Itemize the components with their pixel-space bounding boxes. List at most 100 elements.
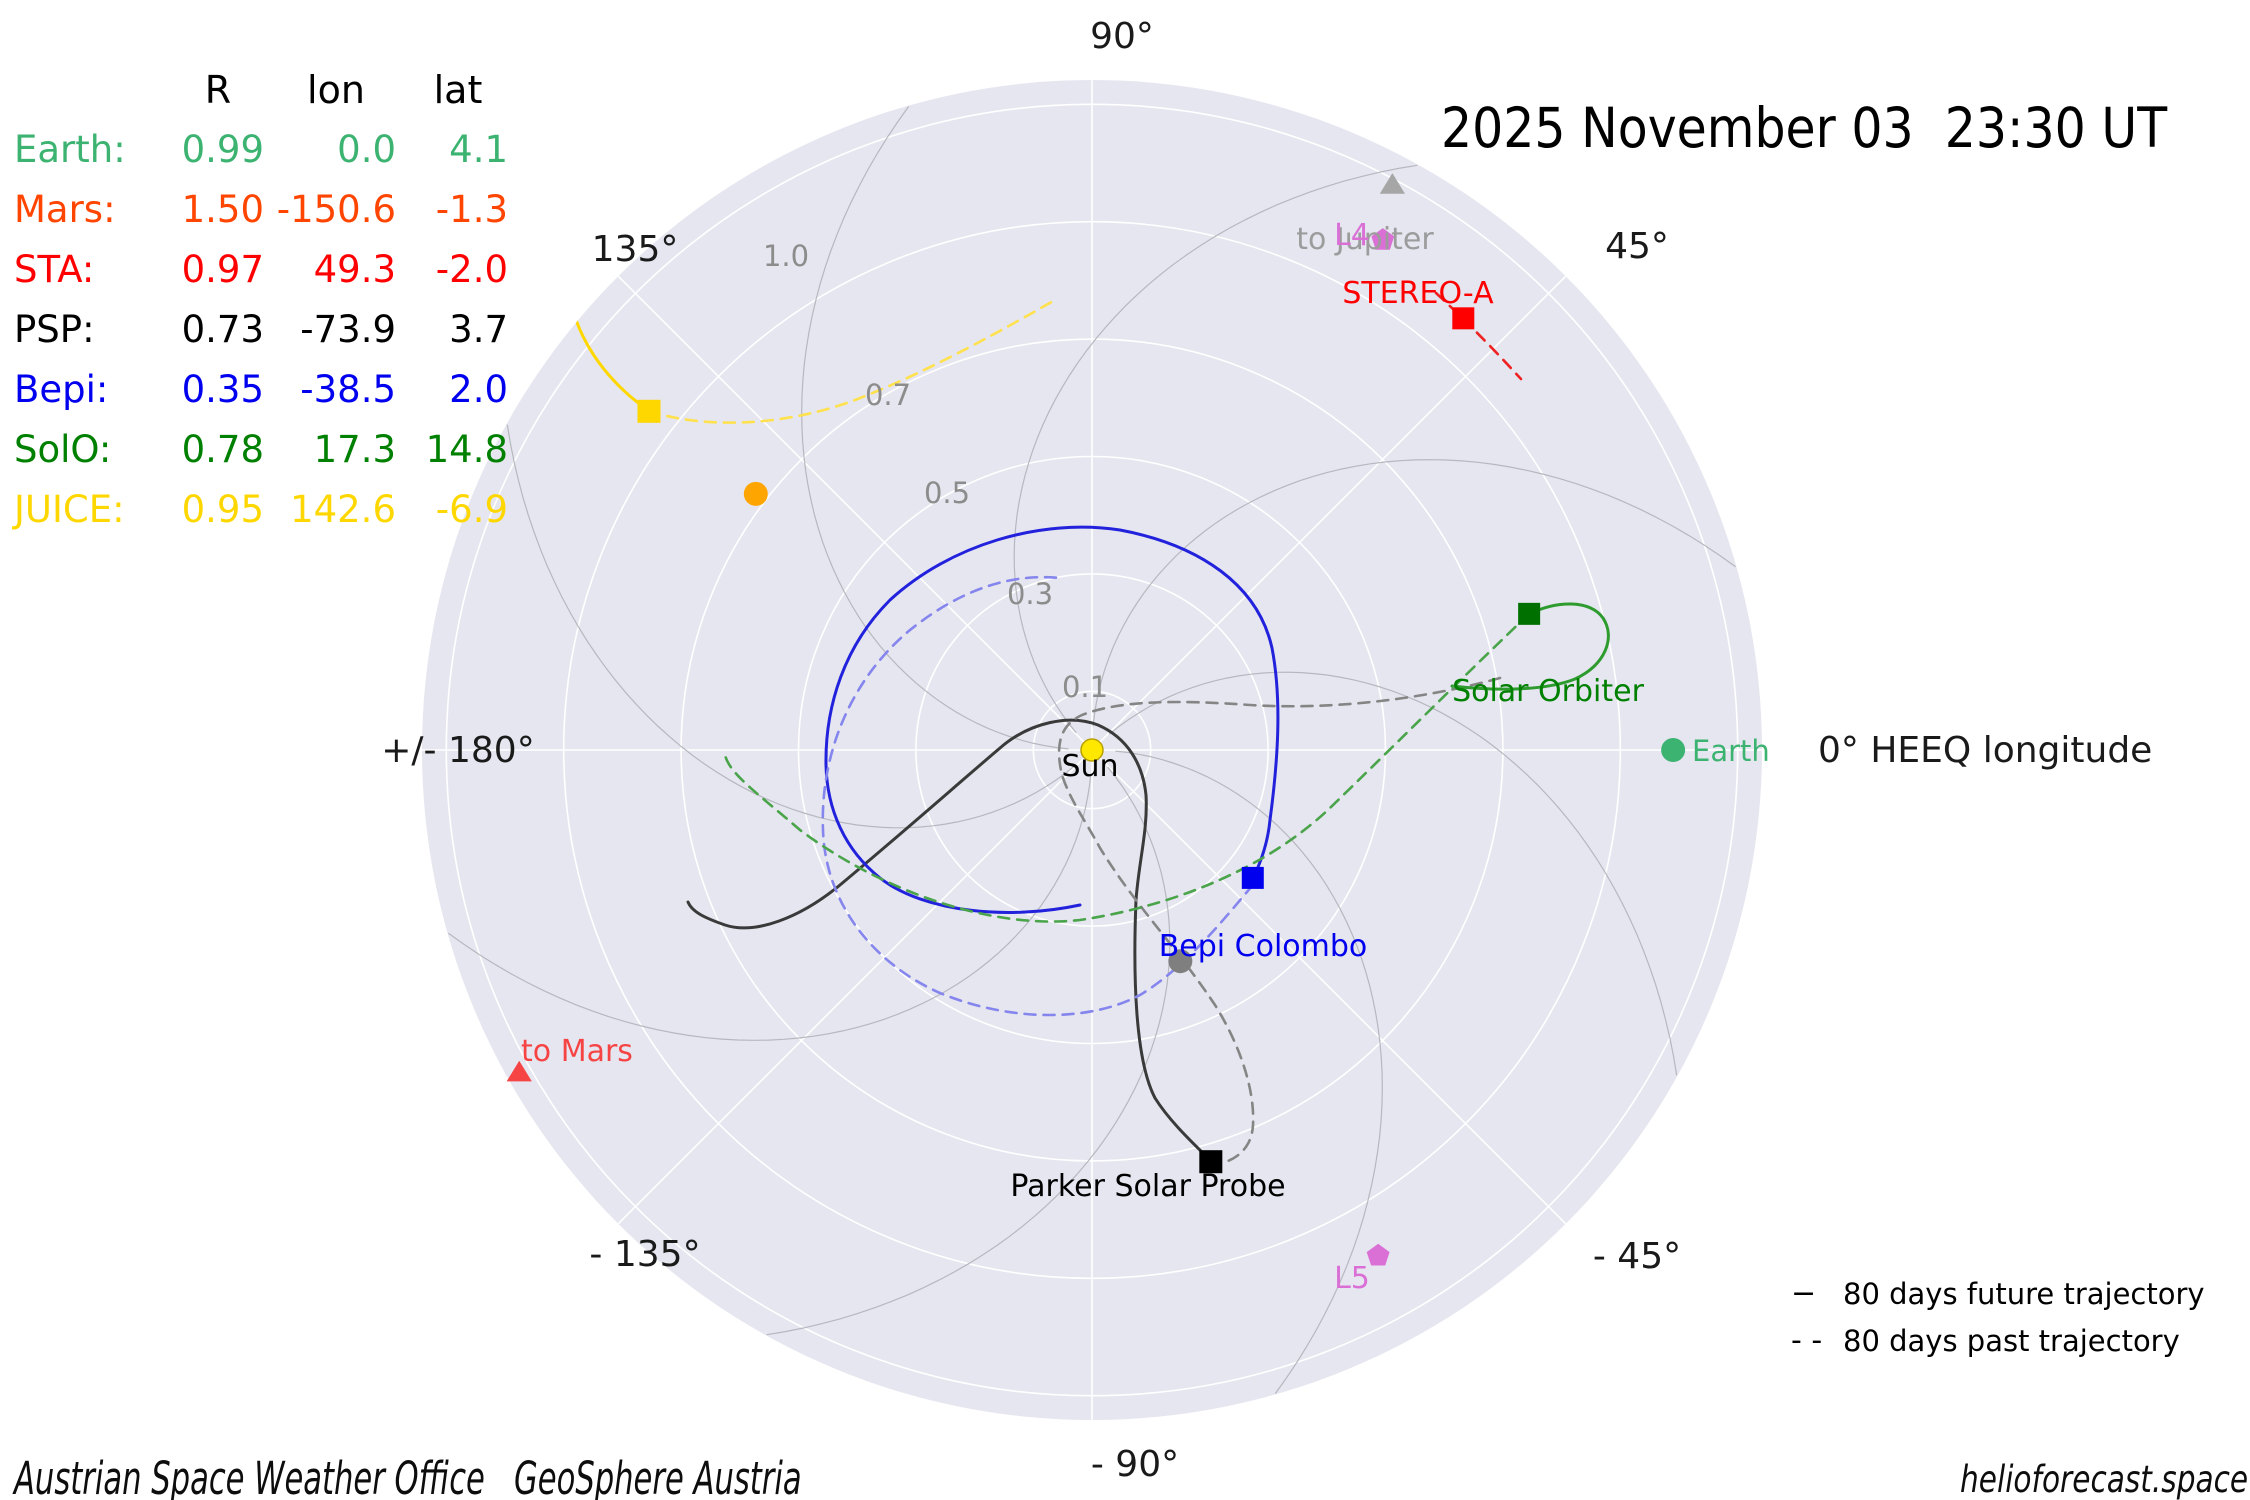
sun-marker: [1080, 738, 1104, 762]
table-cell-lon: 142.6: [290, 488, 396, 531]
parker-spiral: [1108, 671, 1678, 1076]
psp-future-trajectory: [686, 718, 1213, 1163]
legend-future-label: 80 days future trajectory: [1843, 1276, 2205, 1311]
plot-grid-group: [422, 80, 1762, 1420]
date-label: 2025 November 03 23:30 UT: [1441, 96, 2168, 160]
grid-spoke: [617, 275, 1093, 751]
radius-tick-label: 0.1: [1062, 670, 1108, 704]
table-row-label: JUICE:: [14, 488, 125, 531]
table-row-label: Bepi:: [14, 368, 109, 411]
radius-tick-label: 1.0: [763, 239, 809, 273]
l4-label: L4: [1334, 218, 1370, 253]
parker-spiral: [1115, 750, 1383, 1394]
table-cell-lon: -73.9: [300, 308, 396, 351]
table-cell-lon: 17.3: [313, 428, 396, 471]
to-jupiter-label: to Jupiter: [1296, 222, 1434, 257]
to-jupiter-marker: [1379, 173, 1405, 194]
parker-spiral: [506, 424, 1076, 829]
table-cell-lat: 3.7: [449, 308, 508, 351]
table-row-label: SolO:: [14, 428, 112, 471]
angle-tick-label: 45°: [1605, 226, 1669, 267]
radius-tick-label: 0.7: [865, 378, 911, 412]
table-cell-lat: 4.1: [449, 128, 508, 171]
grid-spoke: [1091, 749, 1567, 1225]
psp-label: Parker Solar Probe: [1010, 1169, 1285, 1204]
parker-spiral: [801, 106, 1069, 750]
table-row-label: PSP:: [14, 308, 95, 351]
angle-tick-label: - 135°: [589, 1234, 700, 1275]
angle-tick-label: 0° HEEQ longitude: [1818, 730, 2152, 771]
parker-spiral: [1013, 164, 1418, 734]
l5-label: L5: [1334, 1261, 1370, 1296]
bepi-past-trajectory: [821, 575, 1255, 1017]
angle-tick-label: - 45°: [1593, 1236, 1681, 1277]
table-cell-lat: -2.0: [435, 248, 508, 291]
earth-marker: [1661, 738, 1686, 762]
psp-past-trajectory: [1057, 676, 1502, 1165]
stereo-a-marker: [1452, 307, 1475, 330]
table-cell-lon: -150.6: [276, 188, 396, 231]
mercury-marker: [1168, 949, 1193, 974]
table-row-label: Earth:: [14, 128, 126, 171]
column-header-lat: lat: [433, 68, 483, 112]
table-cell-r: 0.78: [181, 428, 264, 471]
table-cell-r: 0.99: [181, 128, 264, 171]
solo-past-trajectory: [723, 612, 1531, 923]
legend-past-label: 80 days past trajectory: [1843, 1323, 2180, 1358]
l5-marker: [1366, 1243, 1390, 1266]
angle-tick-label: 90°: [1090, 16, 1154, 57]
dashed-line-icon: - -: [1791, 1323, 1823, 1358]
table-row-label: Mars:: [14, 188, 116, 231]
parker-spiral: [448, 773, 1092, 1041]
grid-spoke: [617, 749, 1093, 1225]
solo-future-trajectory: [1450, 602, 1610, 691]
parker-spiral: [1092, 459, 1736, 727]
angle-tick-label: - 90°: [1091, 1444, 1179, 1485]
solar-orbiter-label: Solar Orbiter: [1452, 674, 1645, 709]
bepi-colombo-label: Bepi Colombo: [1159, 929, 1368, 964]
table-cell-r: 1.50: [181, 188, 264, 231]
earth-label: Earth: [1692, 734, 1770, 768]
grid-spoke: [1091, 275, 1567, 751]
table-cell-lat: -1.3: [435, 188, 508, 231]
angle-tick-label: +/- 180°: [381, 730, 534, 771]
column-header-lon: lon: [307, 68, 365, 112]
legend-row-future: − 80 days future trajectory: [1791, 1270, 2205, 1317]
solar-orbiter-marker: [1518, 602, 1541, 625]
juice-marker: [637, 399, 661, 423]
sun-label: Sun: [1061, 749, 1118, 784]
radius-tick-label: 0.3: [1007, 577, 1053, 611]
to-mars-label: to Mars: [521, 1034, 633, 1069]
bepi-colombo-marker: [1241, 866, 1264, 889]
organization-credit: Austrian Space Weather Office GeoSphere …: [14, 1452, 802, 1500]
juice-past-trajectory: [647, 298, 1057, 424]
website-credit: helioforecast.space: [1960, 1458, 2249, 1500]
venus-marker: [743, 481, 768, 506]
table-cell-lon: 0.0: [337, 128, 396, 171]
trajectory-legend: − 80 days future trajectory - - 80 days …: [1791, 1270, 2205, 1364]
stereo-a-past-trajectory: [1434, 291, 1523, 381]
radius-tick-label: 0.5: [924, 476, 970, 510]
solid-line-icon: −: [1791, 1276, 1817, 1311]
table-cell-lat: 14.8: [425, 428, 508, 471]
table-cell-lon: -38.5: [300, 368, 396, 411]
legend-row-past: - - 80 days past trajectory: [1791, 1317, 2205, 1364]
table-cell-lat: -6.9: [435, 488, 508, 531]
table-cell-lat: 2.0: [449, 368, 508, 411]
table-cell-r: 0.95: [181, 488, 264, 531]
l4-marker: [1371, 228, 1395, 250]
table-cell-r: 0.35: [181, 368, 264, 411]
parker-solar-probe-marker: [1199, 1150, 1223, 1174]
table-row-label: STA:: [14, 248, 95, 291]
to-mars-marker: [506, 1060, 532, 1082]
table-cell-r: 0.73: [181, 308, 264, 351]
angle-tick-label: 135°: [592, 229, 679, 270]
stereo-a-label: STEREO-A: [1342, 276, 1494, 311]
table-cell-r: 0.97: [181, 248, 264, 291]
column-header-r: R: [204, 68, 232, 112]
parker-spiral: [766, 766, 1171, 1336]
table-cell-lon: 49.3: [313, 248, 396, 291]
